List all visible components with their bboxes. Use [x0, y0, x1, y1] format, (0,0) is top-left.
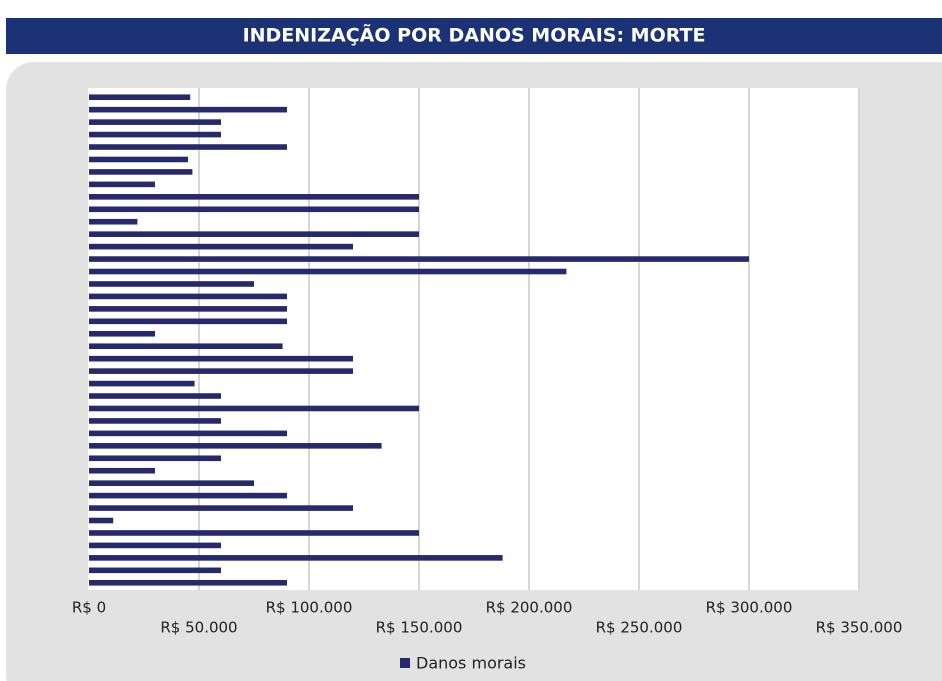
bar [89, 492, 287, 499]
bar [89, 443, 382, 449]
bar [89, 380, 195, 387]
bar [89, 218, 138, 225]
bar [89, 567, 221, 574]
bar [89, 318, 287, 325]
bar [89, 243, 353, 250]
bar [89, 206, 419, 213]
plot-area [88, 88, 860, 590]
bar [89, 256, 749, 262]
bar [89, 455, 221, 462]
bar [89, 281, 254, 287]
x-tick-label: R$ 200.000 [486, 599, 573, 617]
bar [89, 181, 155, 188]
bar [89, 131, 221, 138]
bar [89, 430, 287, 437]
bar [89, 106, 287, 113]
bar [89, 542, 221, 549]
bar [89, 330, 155, 337]
x-tick-label: R$ 150.000 [376, 619, 463, 637]
x-tick-label: R$ 300.000 [706, 599, 793, 617]
x-tick-label: R$ 100.000 [266, 599, 353, 617]
x-tick-label: R$ 0 [72, 599, 106, 617]
bar [89, 517, 114, 524]
bar [89, 530, 419, 536]
bar [89, 156, 188, 163]
bar [89, 268, 567, 275]
bar [89, 393, 221, 399]
x-tick-label: R$ 50.000 [160, 619, 237, 637]
bar [89, 119, 221, 125]
bar [89, 355, 353, 362]
bar [89, 418, 221, 424]
legend-label: Danos morais [416, 654, 526, 673]
bar [89, 231, 419, 237]
bar [89, 306, 287, 312]
bar [89, 368, 353, 374]
bar [89, 579, 287, 586]
chart-title: INDENIZAÇÃO POR DANOS MORAIS: MORTE [243, 23, 706, 47]
bar [89, 405, 419, 412]
bar [89, 480, 254, 486]
legend-swatch [400, 658, 410, 668]
bar [89, 94, 191, 101]
bar [89, 194, 419, 200]
bar [89, 555, 503, 561]
bar [89, 467, 155, 474]
bar [89, 343, 283, 350]
x-tick-label: R$ 350.000 [816, 619, 903, 637]
x-tick-label: R$ 250.000 [596, 619, 683, 637]
bar [89, 293, 287, 300]
bar [89, 144, 287, 150]
bar [89, 505, 353, 511]
bar [89, 169, 193, 175]
title-banner [6, 18, 942, 54]
